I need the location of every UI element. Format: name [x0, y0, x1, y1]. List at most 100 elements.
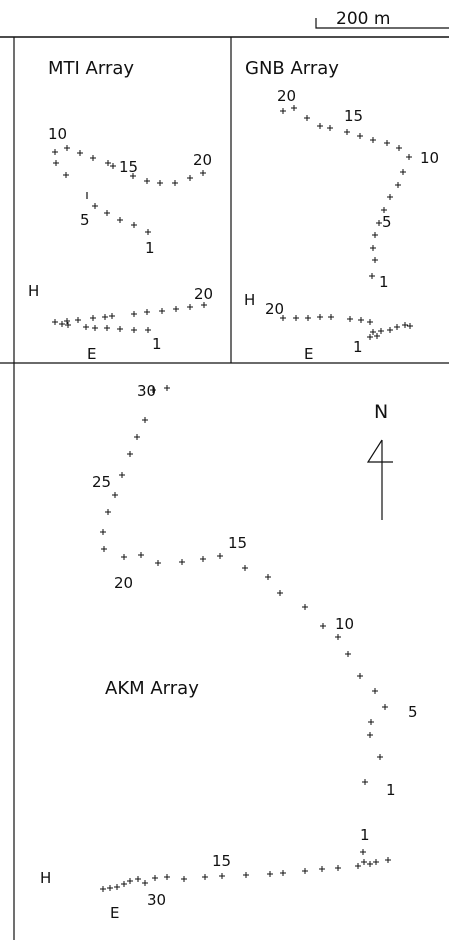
station-label: H [28, 282, 39, 300]
station [395, 182, 401, 188]
station-label: 10 [335, 615, 354, 633]
station [52, 149, 58, 155]
station [77, 150, 83, 156]
station [378, 328, 384, 334]
station [345, 651, 351, 657]
station [179, 559, 185, 565]
station [369, 273, 375, 279]
station [187, 175, 193, 181]
station-label: 20 [277, 87, 296, 105]
station [102, 314, 108, 320]
station [387, 327, 393, 333]
station [92, 325, 98, 331]
station [357, 133, 363, 139]
station [360, 849, 366, 855]
station [200, 170, 206, 176]
station [347, 316, 353, 322]
station-label: E [87, 345, 96, 363]
north-label: N [374, 401, 388, 423]
station [90, 155, 96, 161]
station [145, 327, 151, 333]
panel-title: GNB Array [245, 58, 339, 79]
station-label: 30 [147, 891, 166, 909]
station [64, 318, 70, 324]
station [112, 492, 118, 498]
station-label: H [244, 291, 255, 309]
station [64, 145, 70, 151]
station [384, 140, 390, 146]
station [372, 688, 378, 694]
station-label: 15 [119, 158, 138, 176]
station [164, 385, 170, 391]
station [370, 137, 376, 143]
station [59, 321, 65, 327]
station [361, 859, 367, 865]
station [407, 323, 413, 329]
station [52, 319, 58, 325]
station [302, 604, 308, 610]
station [119, 472, 125, 478]
scale-bar [315, 18, 449, 29]
station [173, 306, 179, 312]
station [130, 173, 136, 179]
station [367, 334, 373, 340]
station [381, 207, 387, 213]
station [335, 634, 341, 640]
station [181, 876, 187, 882]
station [201, 302, 207, 308]
station [327, 125, 333, 131]
station [242, 565, 248, 571]
station-label: 1 [152, 335, 162, 353]
station [357, 673, 363, 679]
station-label: 15 [228, 534, 247, 552]
station [142, 417, 148, 423]
station-label: 5 [382, 213, 392, 231]
station-label: 10 [48, 125, 67, 143]
station [267, 871, 273, 877]
station [117, 326, 123, 332]
station [265, 574, 271, 580]
station [105, 509, 111, 515]
station [131, 222, 137, 228]
station [100, 886, 106, 892]
station-label: 20 [193, 151, 212, 169]
station [373, 859, 379, 865]
station [159, 308, 165, 314]
station [110, 163, 116, 169]
station [400, 169, 406, 175]
station-label: 1 [379, 273, 389, 291]
station [131, 327, 137, 333]
station-label: 15 [212, 852, 231, 870]
station-label: 20 [265, 300, 284, 318]
station [394, 324, 400, 330]
station [107, 885, 113, 891]
station [302, 868, 308, 874]
station-label: E [304, 345, 313, 363]
station [138, 552, 144, 558]
station [105, 160, 111, 166]
station [135, 876, 141, 882]
station [291, 105, 297, 111]
station [127, 451, 133, 457]
station [202, 874, 208, 880]
scale-bar-label: 200 m [336, 9, 390, 29]
station [104, 325, 110, 331]
station [402, 322, 408, 328]
station [104, 210, 110, 216]
station [367, 732, 373, 738]
station [144, 309, 150, 315]
station [187, 304, 193, 310]
station-label: 1 [386, 781, 396, 799]
station-label: 1 [145, 239, 155, 257]
station [152, 875, 158, 881]
station [243, 872, 249, 878]
station [406, 154, 412, 160]
station-label: H [40, 869, 51, 887]
station [370, 329, 376, 335]
station [150, 387, 156, 393]
station [144, 178, 150, 184]
station [370, 245, 376, 251]
station [304, 115, 310, 121]
station [164, 874, 170, 880]
station [114, 884, 120, 890]
